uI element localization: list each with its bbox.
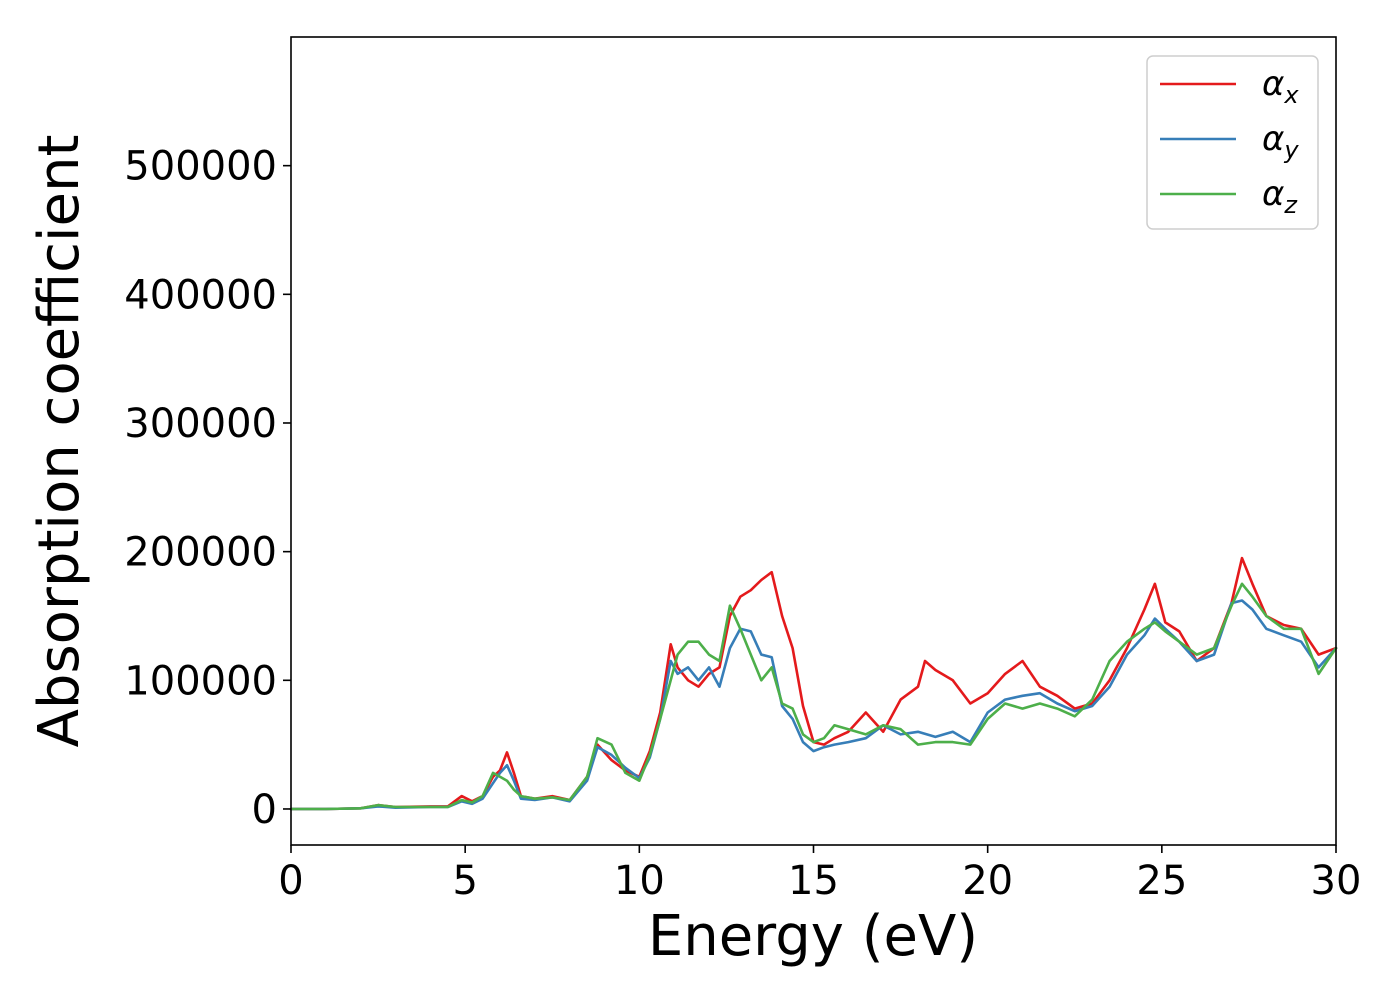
y-axis-title: Absorption coefficient	[27, 135, 92, 748]
y-tick-label: 300000	[124, 401, 277, 447]
x-tick-label: 10	[614, 858, 665, 904]
x-tick-label: 15	[788, 858, 839, 904]
x-axis-ticks: 0 5 10 15 20 25 30	[278, 845, 1361, 904]
x-tick-label: 0	[278, 858, 303, 904]
y-tick-label: 500000	[124, 144, 277, 190]
y-tick-label: 200000	[124, 530, 277, 576]
legend-label-z: αz	[1262, 174, 1298, 219]
y-tick-label: 0	[252, 787, 277, 833]
legend-box	[1146, 55, 1319, 230]
x-axis-title: Energy (eV)	[648, 904, 978, 969]
x-tick-label: 25	[1136, 858, 1187, 904]
series-line-z	[289, 582, 1338, 811]
series-line-x	[289, 556, 1338, 811]
x-tick-label: 20	[962, 858, 1013, 904]
x-tick-label: 30	[1311, 858, 1362, 904]
x-tick-label: 5	[452, 858, 477, 904]
series-line-y	[289, 599, 1338, 811]
y-tick-label: 100000	[124, 658, 277, 704]
legend-label-y: αy	[1262, 119, 1299, 164]
y-axis-ticks: 0 100000 200000 300000 400000 500000	[124, 144, 291, 833]
y-tick-label: 400000	[124, 272, 277, 318]
legend: αx αy αz	[1146, 55, 1319, 230]
legend-label-x: αx	[1262, 64, 1299, 109]
